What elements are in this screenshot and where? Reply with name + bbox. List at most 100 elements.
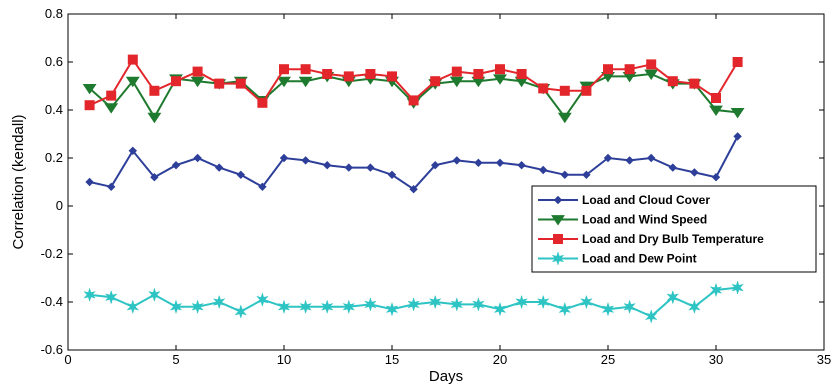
data-point — [344, 163, 354, 172]
data-point — [644, 309, 658, 324]
y-tick-label: 0 — [56, 198, 63, 213]
data-point — [408, 95, 419, 106]
data-point — [322, 160, 332, 170]
data-point — [171, 76, 181, 87]
data-point — [451, 66, 462, 77]
data-point — [214, 78, 225, 89]
data-point — [732, 57, 743, 67]
data-point — [473, 69, 484, 79]
legend: Load and Cloud Cover Load and Wind Speed L… — [531, 185, 817, 273]
data-point — [644, 69, 659, 81]
data-point — [366, 163, 375, 172]
data-point — [85, 177, 94, 187]
data-point — [516, 69, 527, 79]
x-tick-label: 15 — [385, 352, 399, 367]
data-point — [711, 172, 721, 182]
data-point — [688, 299, 701, 315]
legend-marker — [551, 251, 565, 266]
legend-label: Load and Dew Point — [582, 252, 697, 266]
data-point — [538, 83, 549, 94]
x-tick-label: 30 — [709, 352, 723, 367]
y-tick-label: 0.4 — [45, 102, 63, 117]
data-point — [236, 170, 246, 180]
plot-frame — [67, 13, 825, 351]
series-0 — [85, 132, 742, 194]
data-point — [82, 84, 97, 95]
data-point — [560, 170, 570, 180]
x-axis-label: Days — [429, 368, 463, 385]
data-point — [364, 297, 377, 312]
y-tick-label: -0.2 — [41, 246, 63, 261]
x-tick-label: 35 — [817, 352, 831, 367]
x-tick-label: 0 — [64, 352, 71, 367]
data-point — [298, 76, 313, 88]
data-point — [601, 301, 615, 317]
data-point — [709, 105, 723, 117]
data-point — [731, 280, 744, 295]
data-point — [409, 184, 418, 194]
data-point — [495, 158, 505, 168]
x-tick-label: 20 — [493, 352, 507, 367]
data-point — [536, 294, 550, 310]
data-point — [234, 304, 248, 319]
data-point — [127, 54, 138, 65]
data-point — [125, 76, 140, 88]
data-point — [625, 156, 634, 165]
data-point — [106, 90, 117, 101]
data-point — [495, 64, 505, 75]
data-point — [171, 160, 181, 170]
data-point — [709, 282, 723, 298]
legend-label: Load and Wind Speed — [582, 213, 707, 227]
y-axis: -0.6 -0.4 -0.2 0 0.2 0.4 0.6 0.8 — [41, 6, 824, 357]
data-point — [646, 153, 656, 163]
data-point — [342, 299, 356, 315]
data-point — [667, 76, 678, 87]
series-3 — [83, 280, 744, 324]
data-point — [517, 160, 526, 170]
x-tick-label: 5 — [172, 352, 179, 367]
data-point — [472, 297, 485, 312]
y-tick-label: -0.4 — [41, 294, 63, 309]
data-point — [277, 299, 291, 315]
data-point — [192, 66, 203, 77]
data-point — [387, 71, 397, 82]
data-point — [557, 112, 572, 124]
data-point — [190, 76, 205, 88]
data-point — [624, 64, 635, 75]
data-point — [148, 287, 161, 303]
data-point — [666, 289, 680, 305]
data-point — [212, 294, 226, 310]
data-point — [450, 297, 464, 312]
data-point — [559, 85, 570, 96]
data-point — [558, 301, 572, 317]
y-tick-label: 0.8 — [45, 6, 63, 21]
y-axis-label: Correlation (kendall) — [10, 114, 27, 249]
y-tick-label: -0.6 — [41, 342, 63, 357]
data-point — [84, 100, 95, 111]
data-point — [147, 112, 162, 124]
data-point — [580, 294, 593, 310]
data-point — [343, 71, 354, 82]
data-point — [603, 153, 613, 163]
data-point — [128, 146, 138, 156]
data-point — [430, 160, 440, 170]
data-point — [299, 299, 312, 315]
data-point — [320, 299, 334, 315]
data-point — [258, 182, 267, 192]
data-point — [104, 289, 118, 305]
data-point — [385, 301, 399, 317]
data-point — [126, 299, 140, 315]
data-point — [150, 172, 159, 182]
data-point — [689, 78, 700, 89]
x-tick-label: 25 — [601, 352, 615, 367]
data-point — [256, 292, 269, 307]
x-axis: 0 5 10 15 20 25 30 35 — [64, 14, 831, 367]
data-point — [322, 69, 333, 79]
data-point — [474, 158, 483, 168]
data-point — [623, 299, 636, 315]
data-point — [730, 108, 745, 119]
data-point — [515, 294, 528, 310]
data-point — [690, 168, 699, 177]
data-point — [279, 153, 289, 163]
